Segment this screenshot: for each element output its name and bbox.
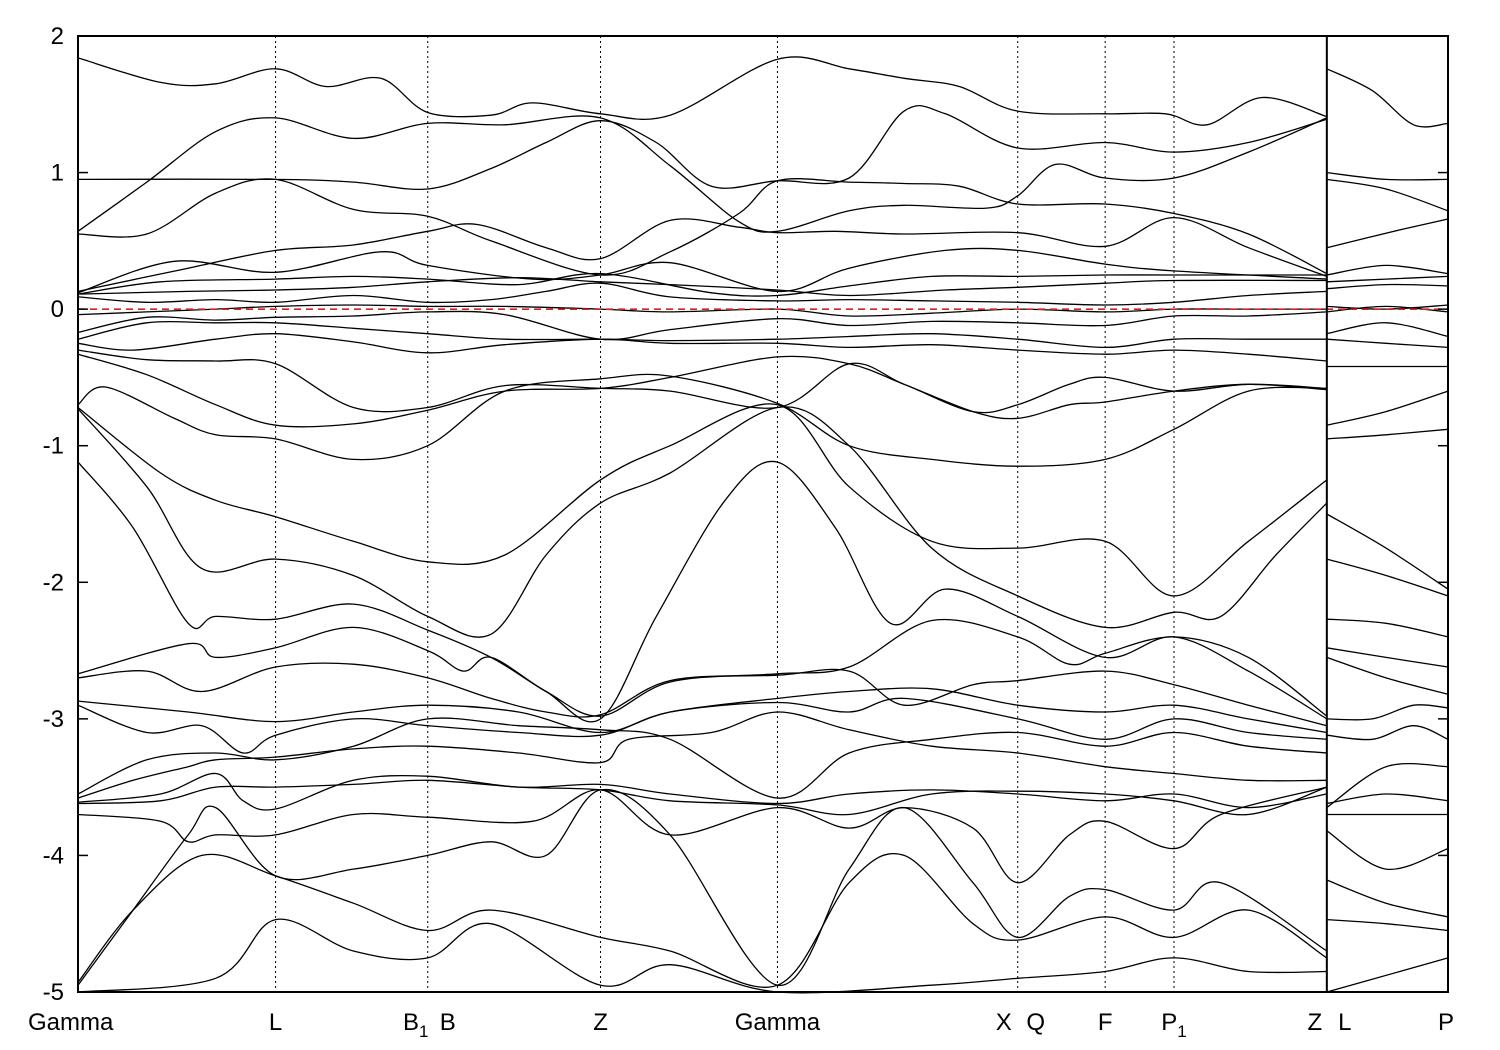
band-curve (1326, 275, 1449, 283)
band-curve (77, 333, 1327, 362)
band-curve (1326, 338, 1449, 349)
y-tick-label: -1 (43, 433, 64, 460)
band-curve (1326, 218, 1449, 249)
kpoint-label: L (1338, 1009, 1351, 1036)
band-curve (77, 788, 1328, 986)
y-tick-label: 2 (51, 23, 64, 50)
band-curve (77, 406, 1328, 638)
y-tick-label: 0 (51, 296, 64, 323)
kpoint-label: B1 (403, 1009, 428, 1041)
band-curve (77, 310, 1327, 341)
band-curve (1326, 428, 1449, 440)
kpoint-label: X (996, 1009, 1012, 1036)
band-curve (77, 247, 1327, 294)
x-axis-kpoint-labels: Gamma L B1 B Z Gamma X Q F P1 Z L P (28, 1009, 1454, 1041)
band-curve (77, 662, 1327, 727)
band-curve (77, 779, 1328, 816)
y-tick-label: -2 (43, 569, 64, 596)
band-curve (1326, 879, 1449, 918)
band-curve (77, 687, 1327, 734)
band-curve (77, 918, 1327, 994)
band-curve (1326, 322, 1449, 338)
band-curve (1326, 918, 1449, 932)
kpoint-label: Z (593, 1009, 608, 1036)
band-curve (1326, 763, 1449, 809)
band-curve (1326, 68, 1449, 128)
band-curve (77, 349, 1327, 414)
band-curve (77, 353, 1327, 428)
kpoint-label: L (269, 1009, 282, 1036)
band-curve (77, 403, 1328, 597)
band-curve (1326, 830, 1449, 870)
band-curve (1326, 305, 1449, 313)
kpoint-label: F (1098, 1009, 1113, 1036)
band-curve (77, 115, 1328, 233)
band-curve (1326, 178, 1449, 212)
band-curve (1326, 390, 1449, 426)
band-curve (77, 460, 1328, 723)
band-curve (77, 304, 1327, 317)
band-curve (1326, 647, 1449, 668)
band-curve (1326, 725, 1449, 741)
band-curve (1326, 558, 1449, 597)
kpoint-label: P (1438, 1009, 1454, 1036)
band-curve (1326, 513, 1449, 590)
kpoint-label: Q (1026, 1009, 1045, 1036)
band-curve (77, 277, 1327, 297)
band-curve (1326, 264, 1449, 276)
band-curve (1326, 618, 1449, 638)
kpoint-label: Z (1307, 1009, 1322, 1036)
y-axis-ticks: 2 1 0 -1 -2 -3 -4 -5 (43, 23, 1448, 1006)
y-tick-label: -5 (43, 979, 64, 1006)
y-tick-label: -3 (43, 706, 64, 733)
band-curve (77, 104, 1327, 191)
band-curve (77, 216, 1328, 293)
band-curve (77, 373, 1327, 467)
band-curve (77, 282, 1327, 306)
kpoint-label: Gamma (28, 1009, 114, 1036)
plot-frame (77, 35, 1449, 993)
band-curve (1326, 171, 1449, 181)
band-curves (77, 56, 1449, 994)
band-curve (77, 320, 1327, 349)
y-tick-label: -4 (43, 842, 64, 869)
band-curve (77, 786, 1327, 884)
band-curve (77, 697, 1327, 754)
band-curve (77, 618, 1328, 717)
band-curve (77, 178, 1328, 276)
band-curve (77, 272, 1327, 297)
band-curve (1326, 656, 1449, 695)
kpoint-label: B (440, 1009, 456, 1036)
y-tick-label: 1 (51, 160, 64, 187)
band-curve (77, 717, 1327, 799)
band-curve (1326, 793, 1449, 805)
band-curve (1326, 957, 1449, 993)
band-curve (77, 56, 1327, 126)
kpoint-label: P1 (1161, 1009, 1186, 1041)
band-curve (1326, 704, 1449, 721)
band-curve (1326, 283, 1449, 290)
band-curve (77, 772, 1327, 811)
band-curve (77, 852, 1328, 988)
high-symmetry-lines (275, 36, 1175, 992)
band-curve (77, 711, 1327, 799)
kpoint-label: Gamma (735, 1009, 821, 1036)
